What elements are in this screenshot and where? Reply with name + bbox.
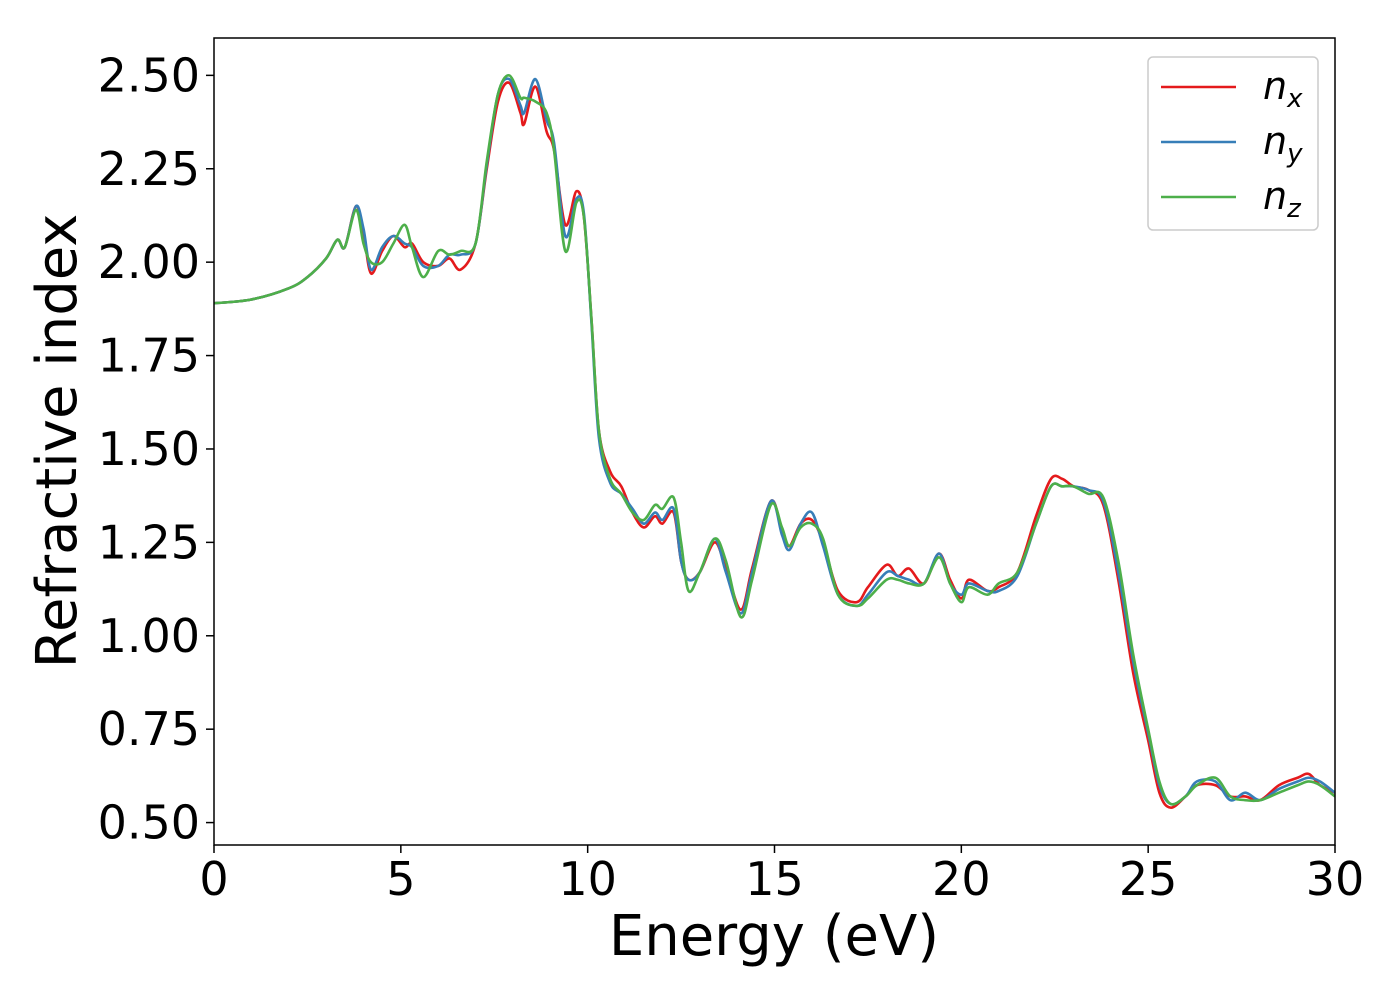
y-tick-label: 0.50 [98,796,200,850]
plot-frame [213,37,1336,846]
y-tick-label: 1.75 [98,329,200,383]
x-tick-label: 30 [1306,852,1365,906]
legend-box [1147,56,1319,231]
line-series [214,74,1335,806]
y-axis-label: Refractive index [25,214,90,669]
x-tick-label: 25 [1119,852,1178,906]
y-tick-label: 1.25 [98,515,200,569]
y-tick-label: 2.00 [98,235,200,289]
x-tick-label: 10 [558,852,617,906]
y-tick-label: 2.50 [98,48,200,102]
x-tick-label: 15 [745,852,804,906]
x-axis-label: Energy (eV) [609,904,939,969]
y-tick-label: 0.75 [98,702,200,756]
x-tick-label: 20 [932,852,991,906]
y-tick-label: 2.25 [98,142,200,196]
x-tick-label: 0 [199,852,228,906]
legend-label: nz [1263,174,1302,224]
y-tick-label: 1.00 [98,609,200,663]
x-tick-label: 5 [386,852,415,906]
legend-label: nx [1263,64,1303,114]
line-series [214,77,1335,806]
y-tick-label: 1.50 [98,422,200,476]
legend-label: ny [1263,119,1303,169]
